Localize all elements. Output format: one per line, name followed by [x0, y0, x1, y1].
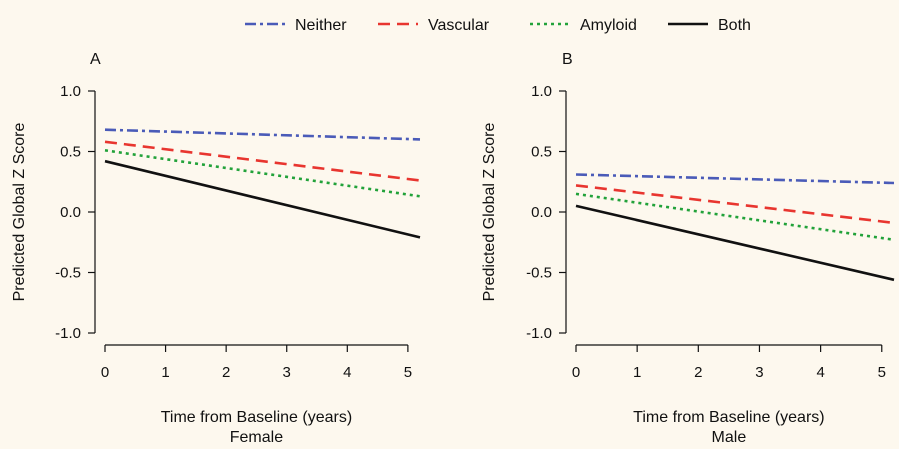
legend-label-neither: Neither: [295, 17, 347, 34]
x-axis-subtitle: Male: [712, 429, 747, 446]
x-tick-label: 3: [283, 364, 291, 381]
x-axis-subtitle: Female: [230, 429, 283, 446]
x-axis-title: Time from Baseline (years): [161, 409, 352, 426]
x-tick-label: 2: [694, 364, 702, 381]
x-tick-label: 1: [161, 364, 169, 381]
x-tick-label: 4: [343, 364, 351, 381]
legend: Neither Vascular Amyloid Both: [245, 17, 751, 34]
y-tick-label: 1.0: [531, 83, 552, 100]
y-tick-label: 0.0: [60, 204, 81, 221]
series-line-vascular: [104, 140, 421, 182]
legend-label-vascular: Vascular: [428, 17, 490, 34]
panel-label: A: [90, 51, 101, 68]
x-tick-label: 2: [222, 364, 230, 381]
x-tick-label: 0: [101, 364, 109, 381]
series-line-both: [104, 159, 421, 239]
series-line-amyloid: [575, 192, 895, 242]
y-tick-label: 0.0: [531, 204, 552, 221]
y-tick-label: -0.5: [526, 265, 552, 282]
y-tick-label: 1.0: [60, 83, 81, 100]
legend-label-both: Both: [718, 17, 751, 34]
x-axis-title: Time from Baseline (years): [633, 409, 824, 426]
x-tick-label: 5: [878, 364, 886, 381]
legend-label-amyloid: Amyloid: [580, 17, 637, 34]
y-tick-label: 0.5: [531, 144, 552, 161]
y-tick-label: -0.5: [55, 265, 81, 282]
y-tick-label: -1.0: [55, 325, 81, 342]
x-tick-label: 1: [633, 364, 641, 381]
series-line-neither: [575, 173, 895, 185]
x-tick-label: 3: [755, 364, 763, 381]
panel-label: B: [562, 51, 573, 68]
series-line-vascular: [575, 184, 895, 225]
y-tick-label: 0.5: [60, 144, 81, 161]
x-tick-label: 5: [404, 364, 412, 381]
y-axis-title: Predicted Global Z Score: [481, 123, 498, 302]
y-tick-label: -1.0: [526, 325, 552, 342]
panel-b: B 1.0 0.5 0.0 -0.5 -1.0 0 1 2 3 4 5 Time from Baseli…: [481, 51, 895, 446]
panel-a: A 1.0 0.5 0.0 -0.5 -1.0 0 1 2 3 4 5 Time from Baseli…: [11, 51, 421, 446]
series-line-both: [575, 204, 895, 282]
y-axis-title: Predicted Global Z Score: [11, 123, 28, 302]
x-tick-label: 0: [572, 364, 580, 381]
x-tick-label: 4: [816, 364, 824, 381]
series-line-neither: [104, 128, 421, 141]
